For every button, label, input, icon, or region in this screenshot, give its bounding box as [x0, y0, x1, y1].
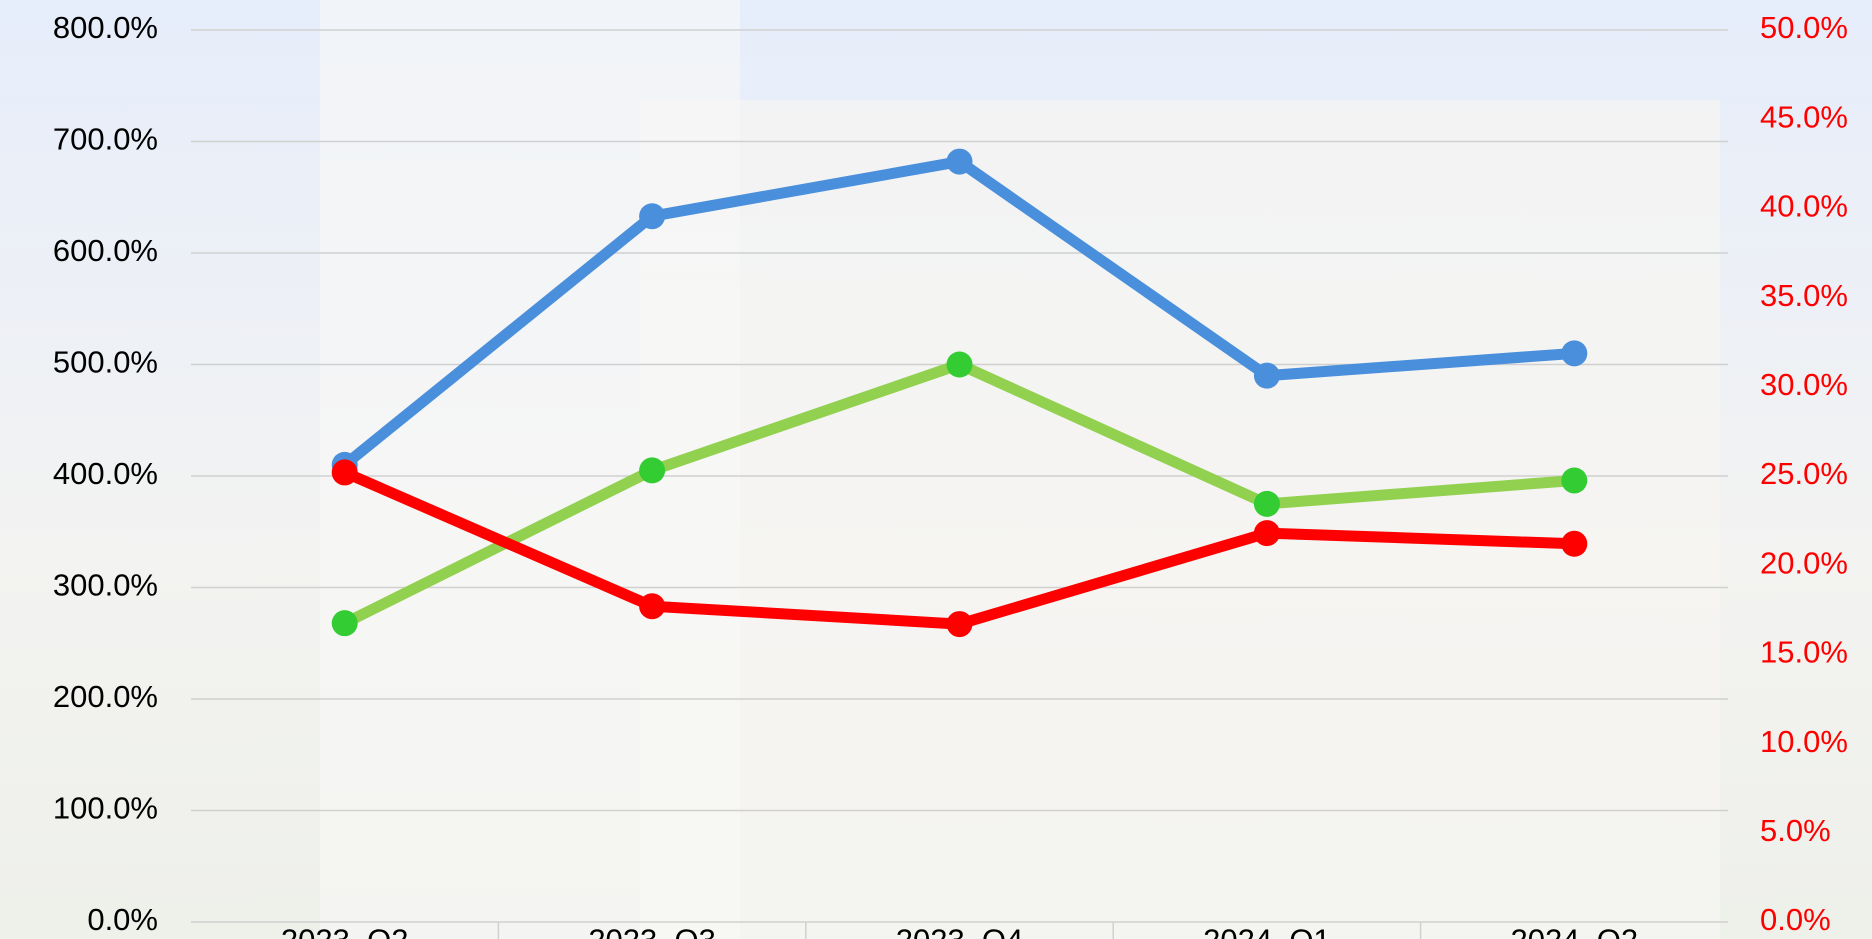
x-tick-label: 2023_Q4	[896, 922, 1024, 939]
x-tick-label: 2023_Q3	[588, 922, 716, 939]
data-point	[946, 351, 973, 378]
y-tick-label: 400.0%	[53, 456, 158, 491]
y-tick-label: 300.0%	[53, 568, 158, 603]
x-tick-label: 2023_Q2	[281, 922, 409, 939]
y-tick-label: 200.0%	[53, 679, 158, 714]
y2-tick-label: 35.0%	[1760, 278, 1848, 313]
data-point	[1561, 340, 1588, 367]
y2-tick-label: 30.0%	[1760, 367, 1848, 402]
y2-tick-label: 5.0%	[1760, 813, 1831, 848]
y2-tick-label: 0.0%	[1760, 902, 1831, 937]
data-point	[1561, 530, 1588, 557]
data-point	[1561, 467, 1588, 494]
y-tick-label: 800.0%	[53, 10, 158, 45]
data-point	[946, 611, 973, 638]
y2-tick-label: 15.0%	[1760, 635, 1848, 670]
y2-tick-label: 40.0%	[1760, 189, 1848, 224]
data-point	[946, 148, 973, 175]
y-tick-label: 500.0%	[53, 345, 158, 380]
x-tick-label: 2024_Q1	[1203, 922, 1331, 939]
y-tick-label: 0.0%	[87, 902, 158, 937]
y-tick-label: 600.0%	[53, 233, 158, 268]
x-tick-label: 2024_Q2	[1511, 922, 1639, 939]
y2-tick-label: 20.0%	[1760, 545, 1848, 580]
y2-tick-label: 50.0%	[1760, 10, 1848, 45]
y2-tick-label: 10.0%	[1760, 724, 1848, 759]
y-tick-label: 700.0%	[53, 122, 158, 157]
data-point	[639, 203, 666, 230]
data-point	[1253, 490, 1280, 517]
data-point	[639, 457, 666, 484]
data-point	[639, 593, 666, 620]
y2-tick-label: 45.0%	[1760, 99, 1848, 134]
y-tick-label: 100.0%	[53, 791, 158, 826]
data-point	[1253, 520, 1280, 547]
building	[640, 100, 1720, 939]
data-point	[1253, 362, 1280, 389]
y2-tick-label: 25.0%	[1760, 456, 1848, 491]
data-point	[331, 610, 358, 637]
data-point	[331, 459, 358, 486]
